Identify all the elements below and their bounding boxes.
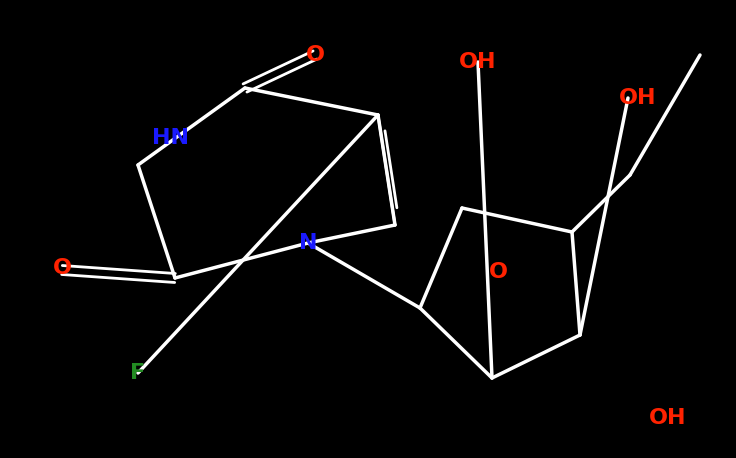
Text: OH: OH <box>649 408 687 428</box>
Text: O: O <box>489 262 508 282</box>
Text: O: O <box>52 258 71 278</box>
Text: OH: OH <box>619 88 657 108</box>
Text: O: O <box>305 45 325 65</box>
Text: F: F <box>130 363 146 383</box>
Text: OH: OH <box>459 52 497 72</box>
Text: N: N <box>299 233 317 253</box>
Text: HN: HN <box>152 128 188 148</box>
